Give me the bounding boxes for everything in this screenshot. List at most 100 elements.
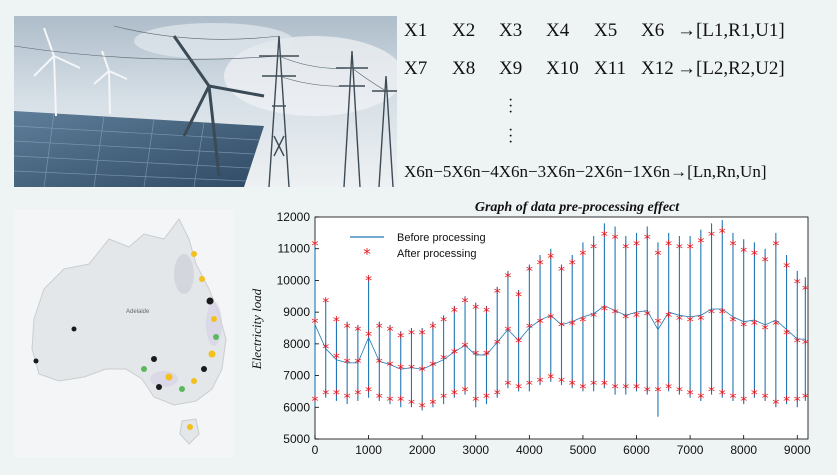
after-series-point: *: [547, 251, 554, 267]
after-series-point: *: [590, 378, 597, 394]
after-series-point: *: [526, 321, 533, 337]
after-series-point: *: [751, 318, 758, 334]
after-series-point: *: [729, 315, 736, 331]
after-series-point: *: [376, 321, 383, 337]
after-series-point: *: [333, 351, 340, 367]
after-series-point: *: [772, 318, 779, 334]
after-series-point: *: [601, 304, 608, 320]
after-series-point: *: [494, 337, 501, 353]
after-series-point: *: [537, 375, 544, 391]
legend-star-swatch: *: [363, 245, 371, 263]
after-series-point: *: [354, 388, 361, 404]
after-series-point: *: [429, 397, 436, 413]
after-series-point: *: [579, 248, 586, 264]
after-series-point: *: [462, 296, 469, 312]
after-series-point: *: [419, 400, 426, 416]
after-series-point: *: [644, 384, 651, 400]
variable-term: X6: [641, 20, 665, 41]
after-series-point: *: [622, 381, 629, 397]
after-series-point: *: [408, 397, 415, 413]
after-series-point: *: [633, 310, 640, 326]
after-series-point: *: [665, 381, 672, 397]
after-series-point: *: [697, 235, 704, 251]
after-series-point: *: [612, 232, 619, 248]
equation-row-1: X1 X2 X3 X4 X5 X6 →[L1,R1,U1]: [404, 20, 785, 42]
after-series-point: *: [590, 242, 597, 258]
after-series-point: *: [312, 316, 319, 332]
after-series-point: *: [451, 305, 458, 321]
variable-term: X5: [594, 20, 618, 41]
after-series-point: *: [397, 362, 404, 378]
after-series-point: *: [794, 335, 801, 351]
after-series-point: *: [762, 391, 769, 407]
chart-legend: Before processing * After processing: [350, 232, 486, 263]
after-series-point: *: [376, 391, 383, 407]
x-tick-label: 0: [312, 443, 319, 457]
after-series-point: *: [612, 381, 619, 397]
after-series-point: *: [708, 229, 715, 245]
output-vector: →[L1,R1,U1]: [677, 20, 785, 41]
after-series-point: *: [322, 342, 329, 358]
after-series-point: *: [654, 248, 661, 264]
vertical-ellipsis: · · ·: [508, 92, 514, 121]
x-tick-label: 8000: [730, 443, 757, 457]
variable-term: X12: [641, 58, 674, 79]
after-series-point: *: [365, 273, 372, 289]
after-series-point: *: [665, 310, 672, 326]
after-series-point: *: [612, 307, 619, 323]
after-series-point: *: [729, 239, 736, 255]
after-series-point: *: [408, 327, 415, 343]
vertical-ellipsis: · · ·: [508, 122, 514, 151]
variable-term: X11: [594, 58, 627, 79]
map-city-label: Adelaide: [126, 309, 150, 315]
after-series-point: *: [537, 258, 544, 274]
after-series-point: *: [719, 388, 726, 404]
after-series-point: *: [729, 391, 736, 407]
variable-term: X10: [546, 58, 579, 79]
after-series-point: *: [802, 391, 809, 407]
after-series-point: *: [601, 229, 608, 245]
after-series-point: *: [601, 378, 608, 394]
after-series-point: *: [802, 283, 809, 299]
after-series-point: *: [472, 348, 479, 364]
after-series-point: *: [472, 302, 479, 318]
after-series-point: *: [354, 356, 361, 372]
equation-row-2: X7 X8 X9 X10 X11 X12 →[L2,R2,U2]: [404, 58, 785, 80]
equation-row-n: X6n−5X6n−4X6n−3X6n−2X6n−1X6n→[Ln,Rn,Un]: [404, 162, 766, 182]
solar-panels: [14, 111, 264, 187]
wind-turbine-icon: [33, 27, 128, 117]
after-series-point: *: [365, 384, 372, 400]
after-series-point: *: [515, 289, 522, 305]
after-series-point: *: [504, 324, 511, 340]
after-series-point: *: [526, 264, 533, 280]
after-series-point: *: [751, 248, 758, 264]
preprocessing-chart: Graph of data pre-processing effect Elec…: [244, 196, 832, 466]
legend-label-before: Before processing: [397, 232, 486, 244]
variable-term: X6n−5: [404, 162, 452, 181]
after-series-point: *: [783, 394, 790, 410]
variable-term: X4: [546, 20, 570, 41]
after-series-point: *: [687, 388, 694, 404]
after-series-point: *: [708, 384, 715, 400]
after-series-point: *: [719, 226, 726, 242]
after-series-point: *: [783, 261, 790, 277]
after-series-point: *: [494, 388, 501, 404]
after-series-point: *: [483, 391, 490, 407]
after-series-point: *: [687, 315, 694, 331]
variable-term: X6n−3: [498, 162, 547, 181]
after-series-point: *: [494, 286, 501, 302]
after-series-point: *: [558, 319, 565, 335]
after-series-point: *: [387, 324, 394, 340]
y-tick-label: 7000: [283, 369, 310, 383]
after-series-point: *: [676, 313, 683, 329]
australia-map: Adelaide: [14, 209, 234, 457]
after-series-point: *: [483, 348, 490, 364]
after-series-point: *: [344, 391, 351, 407]
after-series-point: *: [569, 258, 576, 274]
after-series-point: *: [644, 308, 651, 324]
after-series-point: *: [740, 394, 747, 410]
after-series-point: *: [558, 264, 565, 280]
y-tick-label: 12000: [277, 210, 311, 224]
after-series-point: *: [740, 319, 747, 335]
after-series-point: *: [462, 384, 469, 400]
